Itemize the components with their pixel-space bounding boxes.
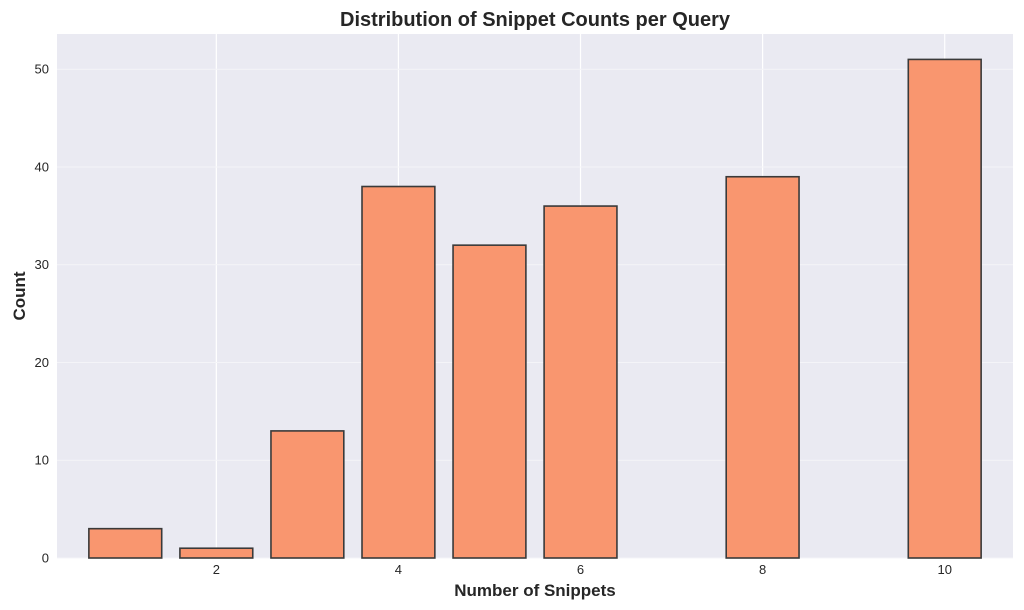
- y-tick-label: 20: [35, 355, 49, 370]
- chart-title: Distribution of Snippet Counts per Query: [340, 9, 731, 31]
- x-tick-label: 8: [759, 562, 766, 577]
- bar-1: [88, 527, 163, 559]
- x-tick-label: 6: [577, 562, 584, 577]
- y-tick-label: 10: [35, 453, 49, 468]
- y-tick-labels: 0 10 20 30 40 50: [35, 62, 49, 566]
- x-tick-label: 4: [395, 562, 402, 577]
- x-axis-label: Number of Snippets: [454, 581, 616, 600]
- bar-10: [907, 58, 982, 559]
- y-tick-label: 0: [42, 551, 49, 566]
- bar-5: [452, 244, 527, 559]
- plot-area: [57, 34, 1013, 558]
- bar-2: [179, 547, 254, 559]
- y-tick-label: 30: [35, 257, 49, 272]
- x-tick-labels: 2 4 6 8 10: [213, 562, 952, 577]
- bar-8: [725, 175, 800, 559]
- bar-6: [543, 205, 618, 559]
- x-tick-label: 10: [937, 562, 951, 577]
- y-tick-label: 40: [35, 159, 49, 174]
- bars-layer: [88, 58, 982, 559]
- y-axis-label: Count: [10, 271, 29, 320]
- bar-3: [270, 430, 345, 559]
- y-tick-label: 50: [35, 62, 49, 77]
- bar-4: [361, 185, 436, 559]
- x-tick-label: 2: [213, 562, 220, 577]
